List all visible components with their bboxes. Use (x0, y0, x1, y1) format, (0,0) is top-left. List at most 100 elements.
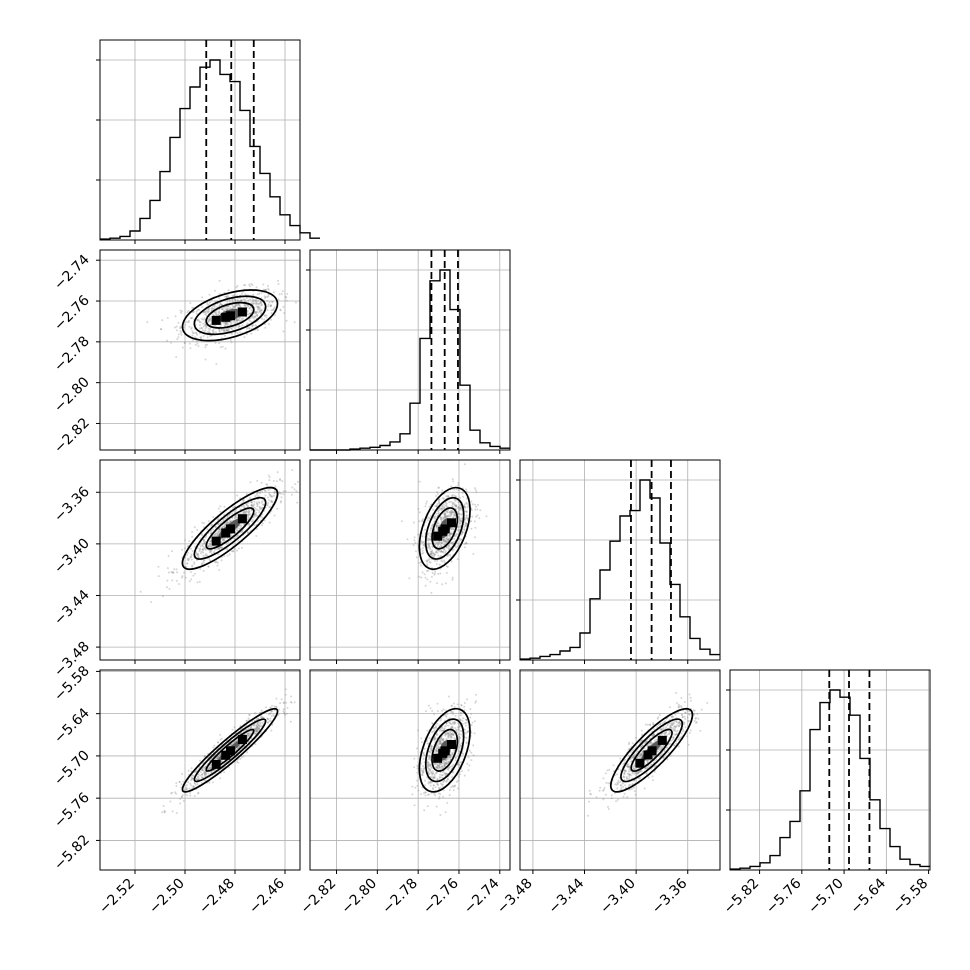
sample-point (208, 542, 211, 545)
sample-point (452, 541, 455, 544)
sample-point (454, 504, 457, 507)
sample-point (181, 576, 183, 579)
sample-point (175, 792, 178, 795)
sample-point (186, 562, 189, 565)
sample-point (248, 283, 251, 286)
sample-point (228, 766, 230, 769)
sample-point (464, 510, 467, 513)
sample-point (251, 504, 254, 507)
sample-point (442, 738, 445, 740)
panel-frame (99, 669, 301, 871)
sample-point (186, 558, 189, 561)
sample-point (458, 517, 461, 520)
sample-point (282, 701, 285, 704)
sample-point (435, 524, 438, 526)
sample-point (239, 758, 242, 760)
sample-point (209, 767, 211, 770)
sample-point (225, 329, 228, 332)
sample-point (199, 552, 202, 555)
sample-point (282, 330, 285, 333)
sample-point (285, 319, 288, 322)
sample-point (433, 738, 436, 741)
sample-point (429, 782, 432, 784)
sample-point (257, 495, 260, 498)
sample-point (219, 733, 222, 736)
sample-point (469, 520, 472, 523)
sample-point (203, 754, 206, 757)
sample-point (283, 312, 286, 314)
sample-point (450, 511, 453, 514)
sample-point (252, 516, 255, 519)
sample-point (254, 302, 257, 305)
sample-point (179, 330, 182, 333)
sample-point (455, 729, 458, 732)
sample-point (230, 534, 232, 537)
sample-point (450, 756, 452, 759)
sample-point (426, 563, 429, 566)
sample-point (225, 305, 228, 308)
sample-point (268, 492, 271, 495)
sample-point (458, 737, 461, 740)
sample-point (458, 725, 461, 728)
sample-point (202, 335, 205, 337)
sample-point (454, 727, 457, 729)
sample-point (197, 773, 200, 776)
sample-point (161, 319, 164, 322)
sample-point (209, 549, 212, 552)
sample-point (270, 499, 273, 502)
sample-point (451, 505, 454, 507)
panel-1-0 (96, 249, 301, 454)
sample-point (454, 495, 457, 498)
sample-point (441, 776, 444, 779)
sample-point (631, 787, 633, 790)
sample-point (260, 302, 263, 305)
sample-point (438, 776, 441, 779)
sample-point (433, 573, 436, 576)
sample-point (440, 518, 443, 521)
sample-point (262, 503, 265, 506)
sample-point (217, 507, 220, 510)
sample-point (451, 751, 454, 754)
sample-point (194, 336, 197, 339)
sample-point (445, 715, 448, 718)
sample-point (216, 564, 219, 567)
sample-point (244, 511, 247, 513)
sample-point (229, 520, 232, 523)
sample-point (428, 770, 430, 772)
sample-point (268, 487, 271, 490)
sample-point (651, 734, 654, 737)
sample-point (459, 520, 462, 523)
sample-point (205, 535, 208, 538)
sample-point (437, 572, 440, 575)
sample-point (460, 539, 463, 542)
sample-point (608, 768, 611, 771)
sample-point (439, 814, 442, 816)
sample-point (240, 756, 243, 759)
sample-point (429, 751, 432, 754)
sample-point (256, 311, 258, 313)
sample-point (440, 763, 443, 766)
sample-point (163, 809, 166, 812)
sample-point (236, 299, 239, 302)
sample-point (218, 342, 221, 345)
sample-point (249, 732, 252, 735)
sample-point (444, 552, 447, 554)
sample-point (435, 766, 438, 769)
sample-point (195, 310, 198, 313)
sample-point (272, 291, 275, 294)
sample-point (440, 508, 443, 511)
sample-point (465, 510, 468, 513)
sample-point (268, 476, 271, 479)
sample-point (167, 555, 170, 557)
sample-point (208, 320, 210, 323)
sample-point (454, 714, 457, 717)
sample-point (239, 531, 242, 534)
sample-point (230, 550, 233, 553)
sample-point (451, 503, 454, 506)
sample-point (424, 584, 427, 587)
sample-point (417, 729, 419, 732)
sample-point (449, 730, 452, 733)
sample-point (447, 720, 450, 723)
sample-point (465, 541, 467, 544)
sample-point (232, 320, 235, 323)
